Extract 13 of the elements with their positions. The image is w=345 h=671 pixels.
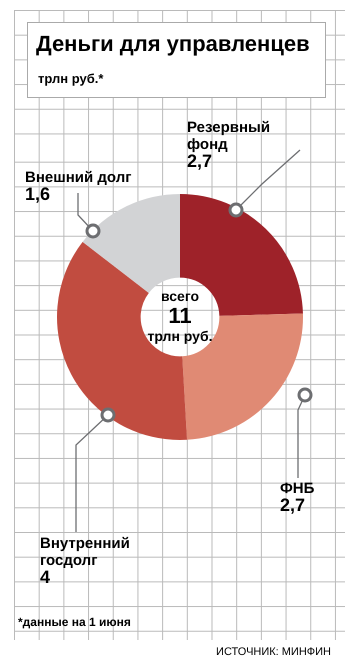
text: *данные на 1 июня xyxy=(18,615,131,629)
data-label: 2,7 xyxy=(187,151,212,171)
slice-label: Резервный фонд xyxy=(187,119,270,153)
data-label: 2,7 xyxy=(280,495,306,515)
data-label: 1,6 xyxy=(25,184,50,204)
text: всего 11 трлн руб. xyxy=(148,288,212,344)
chart-subtitle: трлн руб.* xyxy=(38,71,104,86)
text: ИСТОЧНИК: МИНФИН xyxy=(216,646,332,658)
data-label: 4 xyxy=(40,567,50,587)
slice-label: Внешний долг xyxy=(25,169,132,186)
slice-label: ФНБ xyxy=(280,480,315,497)
slice-label: Внутренний госдолг xyxy=(40,535,130,569)
chart-title: Деньги для управленцев xyxy=(36,31,310,57)
